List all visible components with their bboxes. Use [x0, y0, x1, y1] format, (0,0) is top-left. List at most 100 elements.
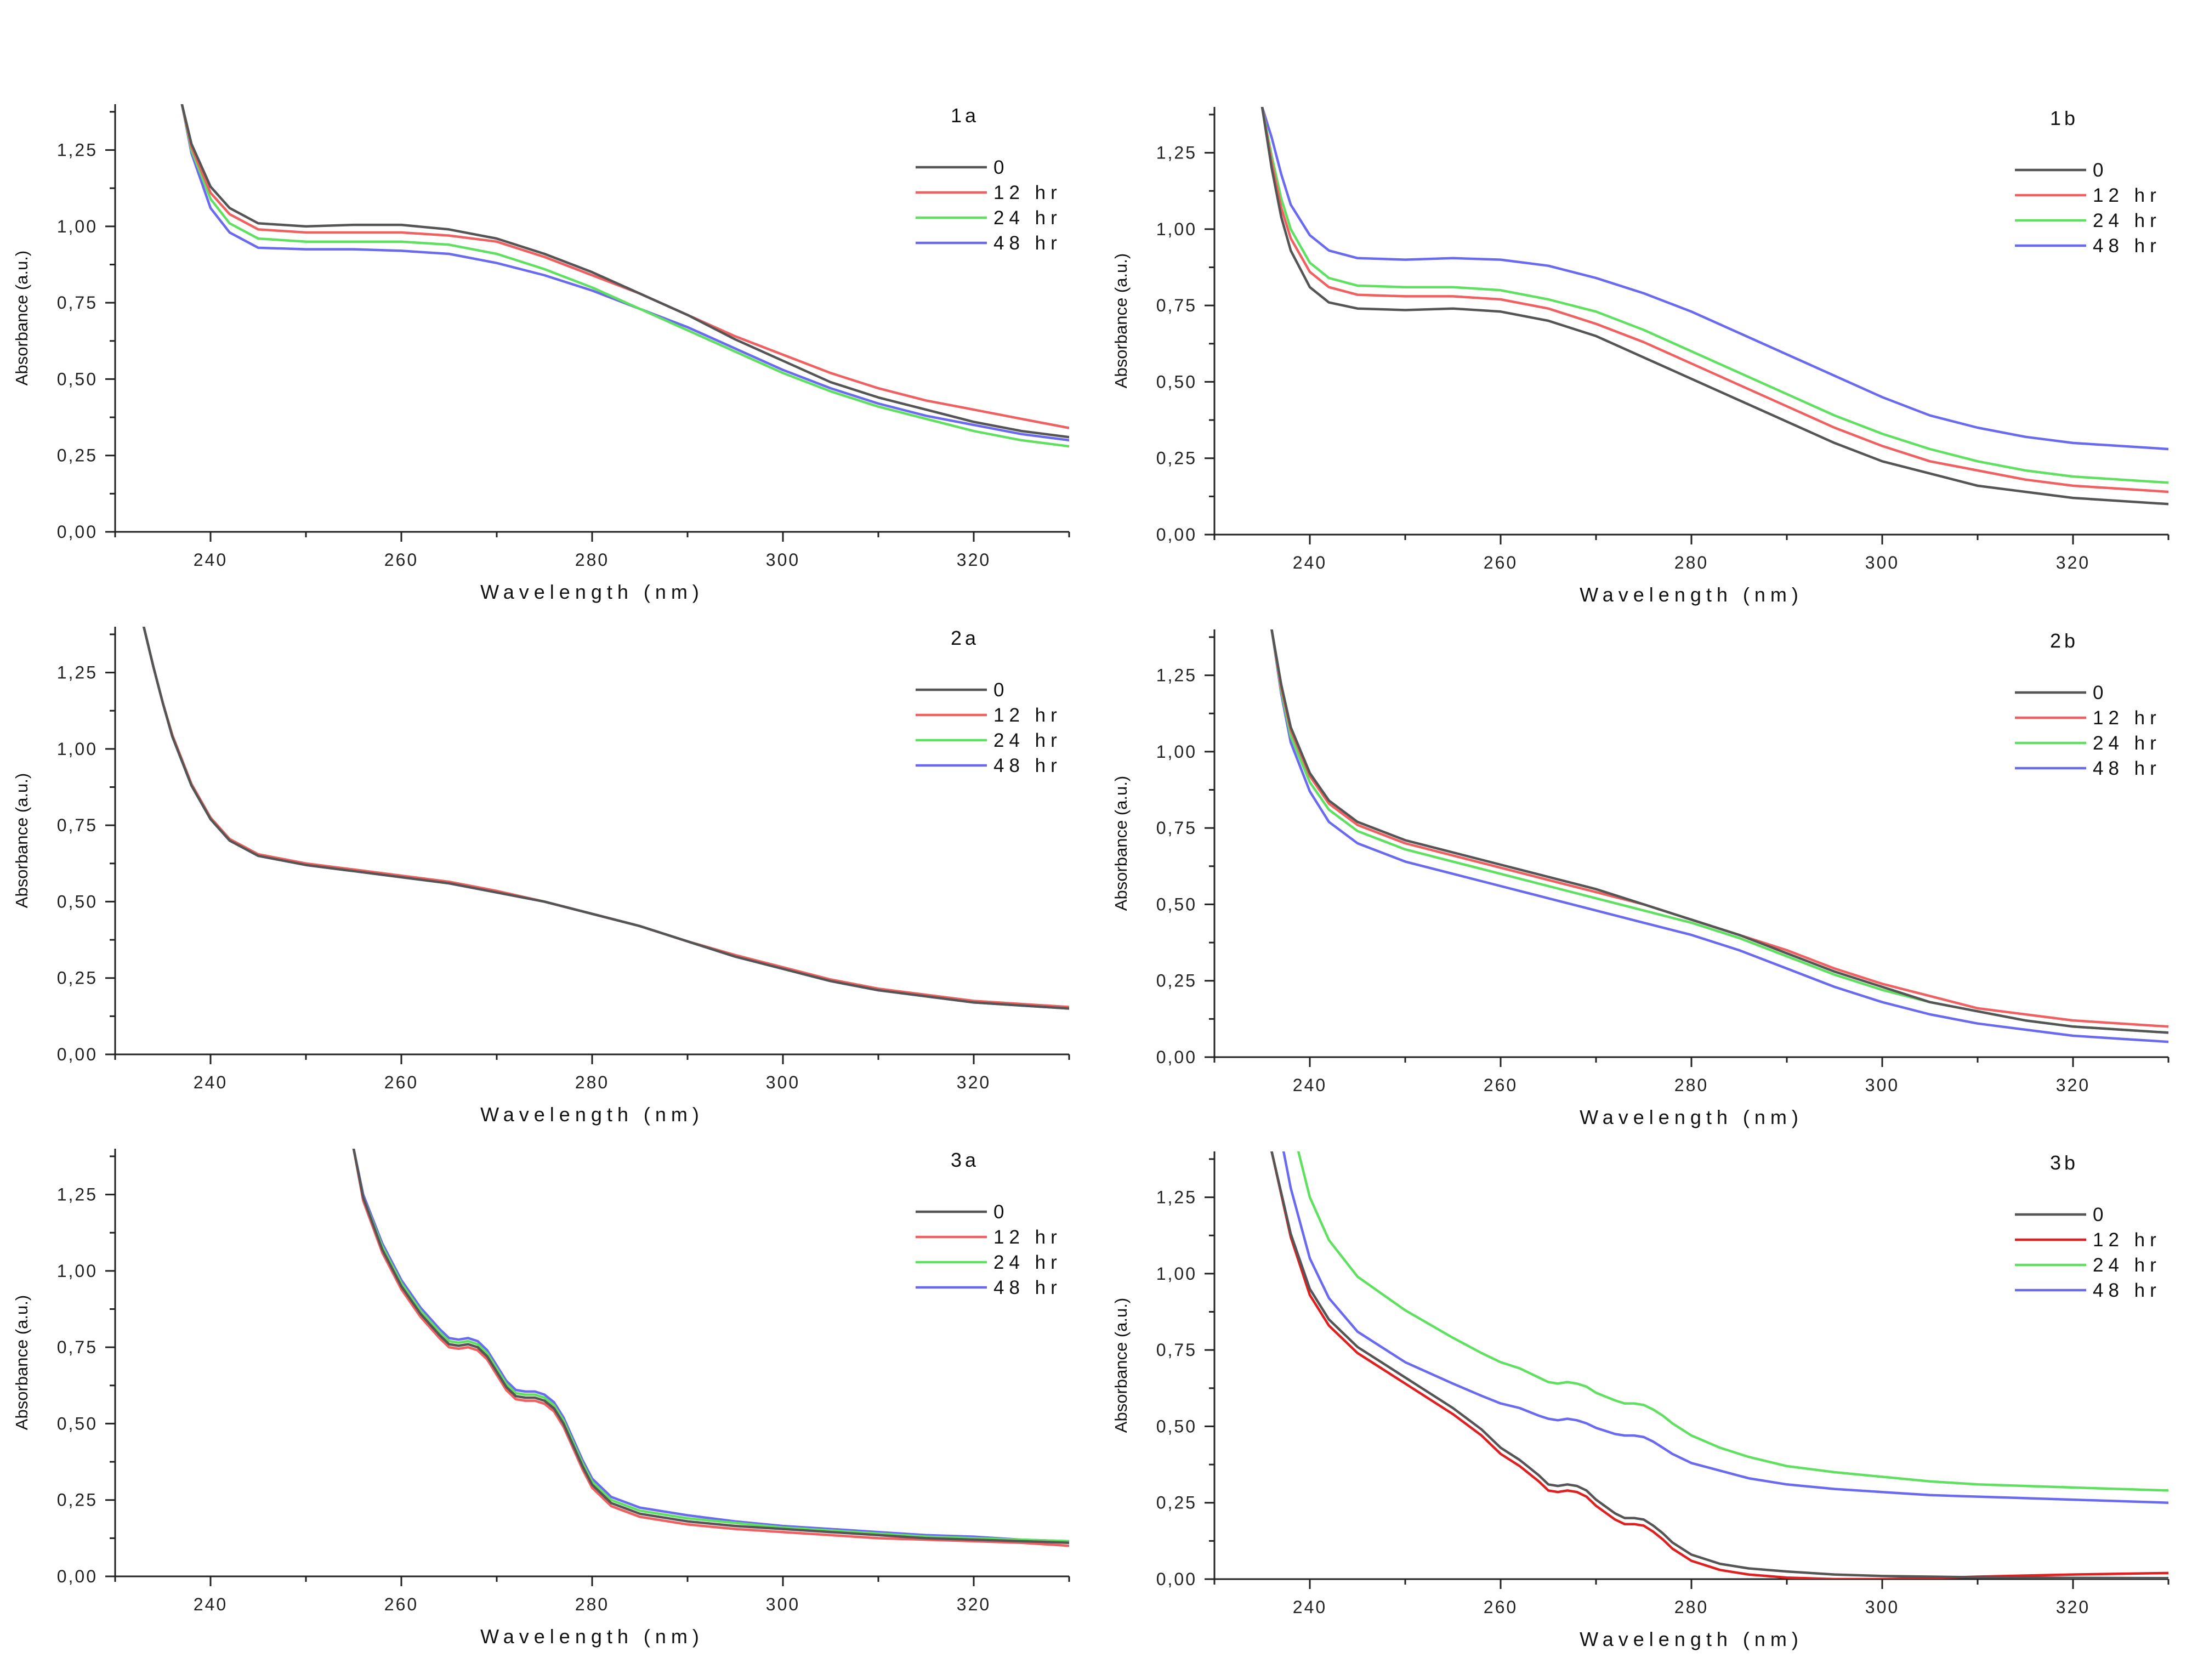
series-line-24-hr — [142, 627, 1069, 1008]
series-line-24-hr — [1297, 1151, 2168, 1492]
legend-label: 48 hr — [2093, 758, 2161, 779]
y-tick-label: 1,00 — [1156, 219, 1197, 239]
y-tick-label: 1,25 — [57, 663, 98, 683]
legend-label: 24 hr — [993, 730, 1062, 751]
y-tick-label: 0,00 — [1156, 1047, 1197, 1067]
panel-1a: 240 260 280 300 320 0,00 0,25 0,50 0,75 1,00 1,25 W… — [12, 104, 1070, 603]
legend-label: 12 hr — [993, 1227, 1062, 1248]
legend-label: 24 hr — [2093, 1255, 2161, 1276]
y-tick-label: 1,25 — [1156, 143, 1197, 163]
series-line-48-hr — [1260, 107, 2168, 451]
y-tick-label: 0,75 — [1156, 296, 1197, 315]
panel-title: 1b — [2050, 107, 2079, 129]
series-line-24-hr — [1260, 107, 2168, 484]
legend-label: 0 — [2093, 1204, 2108, 1225]
panel-title: 1a — [951, 104, 979, 127]
x-tick-label: 320 — [957, 550, 991, 570]
panel-title: 2b — [2050, 629, 2079, 652]
y-tick-label: 0,50 — [57, 369, 98, 389]
y-tick-label: 0,50 — [57, 892, 98, 911]
series-line-0 — [1260, 107, 2168, 506]
x-tick-label: 260 — [384, 1594, 418, 1614]
x-tick-label: 240 — [194, 1072, 228, 1092]
x-tick-label: 300 — [766, 550, 800, 570]
x-tick-label: 320 — [2056, 1597, 2090, 1617]
x-tick-label: 280 — [1674, 553, 1708, 572]
legend-label: 12 hr — [993, 705, 1062, 726]
series-line-48-hr — [1282, 1151, 2168, 1504]
panel-1b: 240 260 280 300 320 0,00 0,25 0,50 0,75 1,00 1,25 W… — [1111, 107, 2170, 606]
legend-label: 24 hr — [2093, 733, 2161, 754]
x-tick-label: 260 — [1484, 1597, 1518, 1617]
x-axis-label: Wavelength (nm) — [1580, 1628, 1803, 1650]
series-line-24-hr — [1270, 629, 2168, 1034]
x-tick-label: 260 — [384, 550, 418, 570]
y-tick-label: 0,25 — [57, 446, 98, 466]
y-tick-label: 0,50 — [1156, 1416, 1197, 1436]
y-tick-label: 0,00 — [1156, 525, 1197, 544]
x-tick-label: 240 — [1293, 1075, 1327, 1095]
y-axis-label: Absorbance (a.u.) — [1111, 776, 1131, 911]
legend-label: 12 hr — [2093, 1229, 2161, 1251]
legend-label: 12 hr — [2093, 185, 2161, 206]
y-tick-label: 0,00 — [57, 1567, 98, 1586]
y-tick-label: 0,25 — [1156, 1493, 1197, 1513]
y-tick-label: 0,75 — [57, 293, 98, 313]
series-line-0 — [180, 104, 1069, 439]
y-tick-label: 1,00 — [57, 217, 98, 236]
x-tick-label: 280 — [575, 550, 609, 570]
panel-2a: 240 260 280 300 320 0,00 0,25 0,50 0,75 1,00 1,25 W… — [12, 627, 1070, 1126]
panel-title: 2a — [951, 627, 979, 649]
x-axis-label: Wavelength (nm) — [480, 581, 704, 603]
y-tick-label: 1,00 — [57, 739, 98, 759]
legend-label: 48 hr — [993, 232, 1062, 254]
legend-label: 48 hr — [993, 1277, 1062, 1298]
y-axis-label: Absorbance (a.u.) — [1111, 253, 1131, 388]
x-tick-label: 260 — [1484, 1075, 1518, 1095]
series-line-48-hr — [142, 627, 1069, 1010]
legend-label: 48 hr — [2093, 235, 2161, 257]
legend-label: 48 hr — [993, 755, 1062, 776]
legend-label: 0 — [993, 679, 1009, 701]
panel-title: 3b — [2050, 1151, 2079, 1174]
legend-label: 0 — [2093, 682, 2108, 703]
legend-label: 24 hr — [2093, 210, 2161, 231]
legend-label: 12 hr — [2093, 707, 2161, 729]
series-line-24-hr — [180, 104, 1069, 448]
x-tick-label: 280 — [1674, 1597, 1708, 1617]
series-line-0 — [142, 627, 1069, 1010]
legend-label: 12 hr — [993, 182, 1062, 203]
series-line-12-hr — [1260, 107, 2168, 493]
x-tick-label: 240 — [194, 550, 228, 570]
x-tick-label: 280 — [575, 1072, 609, 1092]
x-axis-label: Wavelength (nm) — [480, 1103, 704, 1126]
x-tick-label: 320 — [957, 1594, 991, 1614]
panel-2b: 240 260 280 300 320 0,00 0,25 0,50 0,75 1,00 1,25 W… — [1111, 629, 2170, 1128]
panel-title: 3a — [951, 1149, 979, 1171]
panel-3a: 240 260 280 300 320 0,00 0,25 0,50 0,75 1,00 1,25 W… — [12, 1149, 1070, 1648]
series-line-12-hr — [1270, 1151, 2168, 1579]
y-tick-label: 0,25 — [57, 1490, 98, 1510]
y-tick-label: 0,00 — [57, 1045, 98, 1064]
y-tick-label: 1,00 — [1156, 1264, 1197, 1284]
x-axis-label: Wavelength (nm) — [1580, 1106, 1803, 1128]
y-tick-label: 1,25 — [1156, 666, 1197, 685]
y-tick-label: 0,00 — [1156, 1569, 1197, 1589]
y-tick-label: 1,25 — [57, 1185, 98, 1205]
legend-label: 0 — [993, 1201, 1009, 1223]
y-axis-label: Absorbance (a.u.) — [12, 773, 31, 908]
x-tick-label: 300 — [1865, 1075, 1899, 1095]
x-tick-label: 280 — [575, 1594, 609, 1614]
y-axis-label: Absorbance (a.u.) — [12, 1295, 31, 1430]
x-tick-label: 300 — [1865, 1597, 1899, 1617]
legend-label: 24 hr — [993, 207, 1062, 229]
y-tick-label: 0,75 — [1156, 818, 1197, 838]
x-tick-label: 240 — [194, 1594, 228, 1614]
x-tick-label: 320 — [2056, 1075, 2090, 1095]
series-line-12-hr — [352, 1149, 1069, 1547]
y-tick-label: 1,00 — [1156, 742, 1197, 762]
y-tick-label: 0,25 — [57, 968, 98, 988]
series-line-48-hr — [1270, 629, 2168, 1043]
series-line-12-hr — [1270, 629, 2168, 1028]
